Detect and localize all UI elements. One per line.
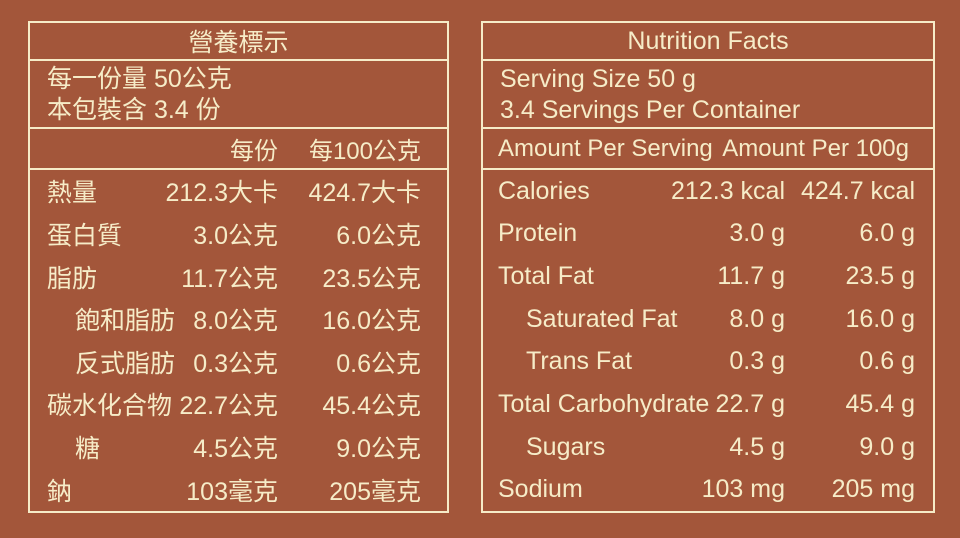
nutrient-row: 飽和脂肪 8.0公克 16.0公克	[30, 298, 447, 341]
nutrient-value-per-100g: 45.4公克	[322, 392, 421, 421]
nutrient-value-per-serving: 0.3 g	[729, 347, 785, 376]
nutrient-row: Saturated Fat 8.0 g 16.0 g	[483, 298, 933, 341]
column-header-per-serving-zh: 每份	[230, 138, 278, 165]
nutrient-value-per-100g: 23.5 g	[845, 262, 915, 291]
nutrient-label: Total Fat	[498, 262, 594, 291]
column-header-per-100g-en: Amount Per 100g	[722, 134, 909, 162]
nutrition-label-en-panel: Nutrition Facts Serving Size 50 g 3.4 Se…	[481, 21, 935, 513]
nutrient-value-per-serving: 212.3 kcal	[671, 176, 785, 205]
nutrient-value-per-serving: 212.3大卡	[165, 179, 278, 208]
column-headers-en: Amount Per Serving Amount Per 100g	[483, 129, 933, 170]
nutrient-value-per-100g: 424.7 kcal	[801, 176, 915, 205]
nutrient-row: 反式脂肪 0.3公克 0.6公克	[30, 341, 447, 384]
nutrient-label: 碳水化合物	[47, 392, 173, 421]
nutrient-label: 脂肪	[47, 264, 98, 293]
serving-size-line-en: Serving Size 50 g	[500, 65, 696, 93]
nutrient-value-per-100g: 23.5公克	[322, 264, 421, 293]
nutrient-row: 糖 4.5公克 9.0公克	[30, 426, 447, 469]
nutrient-row: Calories 212.3 kcal 424.7 kcal	[483, 170, 933, 213]
nutrient-value-per-serving: 3.0公克	[193, 221, 278, 250]
panel-title-en: Nutrition Facts	[483, 23, 933, 61]
nutrient-label: Trans Fat	[526, 347, 633, 376]
nutrient-value-per-100g: 424.7大卡	[308, 179, 421, 208]
nutrient-label: Sodium	[498, 475, 583, 504]
nutrient-value-per-serving: 8.0 g	[729, 304, 785, 333]
nutrient-table-zh: 熱量 212.3大卡 424.7大卡 蛋白質 3.0公克 6.0公克 脂肪 11…	[30, 170, 447, 511]
nutrient-label: 飽和脂肪	[75, 307, 176, 336]
nutrient-label: 反式脂肪	[75, 349, 176, 378]
nutrient-row: Protein 3.0 g 6.0 g	[483, 213, 933, 256]
column-header-per-serving-en: Amount Per Serving	[498, 134, 713, 162]
serving-info-zh: 每一份量 50公克 本包裝含 3.4 份	[30, 61, 447, 129]
nutrient-value-per-serving: 11.7公克	[181, 264, 278, 293]
nutrient-row: 蛋白質 3.0公克 6.0公克	[30, 213, 447, 256]
servings-per-container-line-en: 3.4 Servings Per Container	[500, 96, 801, 124]
nutrient-value-per-100g: 0.6 g	[859, 347, 915, 376]
column-header-per-100g-zh: 每100公克	[308, 138, 421, 165]
nutrient-label: 鈉	[47, 477, 73, 506]
nutrient-label: Total Carbohydrate	[498, 389, 710, 418]
nutrient-value-per-serving: 4.5公克	[193, 435, 278, 464]
nutrition-label-zh-panel: 營養標示 每一份量 50公克 本包裝含 3.4 份 每份 每100公克 熱量 2…	[28, 21, 449, 513]
nutrient-value-per-100g: 45.4 g	[845, 389, 915, 418]
column-headers-zh: 每份 每100公克	[30, 129, 447, 170]
nutrient-row: Total Fat 11.7 g 23.5 g	[483, 255, 933, 298]
nutrient-row: 脂肪 11.7公克 23.5公克	[30, 255, 447, 298]
serving-size-line-zh: 每一份量 50公克	[47, 65, 232, 93]
nutrient-label: 熱量	[47, 179, 98, 208]
nutrient-value-per-serving: 22.7公克	[179, 392, 278, 421]
nutrient-value-per-serving: 103 mg	[701, 475, 785, 504]
nutrient-value-per-100g: 9.0公克	[336, 435, 421, 464]
nutrient-value-per-serving: 22.7 g	[715, 389, 785, 418]
nutrient-value-per-100g: 16.0 g	[845, 304, 915, 333]
serving-info-en: Serving Size 50 g 3.4 Servings Per Conta…	[483, 61, 933, 129]
nutrient-row: Sodium 103 mg 205 mg	[483, 468, 933, 511]
nutrient-label: Calories	[498, 176, 590, 205]
servings-per-container-line-zh: 本包裝含 3.4 份	[47, 96, 221, 124]
nutrient-label: 糖	[75, 435, 101, 464]
nutrient-value-per-serving: 3.0 g	[729, 219, 785, 248]
nutrient-value-per-100g: 9.0 g	[859, 432, 915, 461]
nutrient-row: 熱量 212.3大卡 424.7大卡	[30, 170, 447, 213]
nutrient-value-per-serving: 8.0公克	[193, 307, 278, 336]
nutrient-value-per-100g: 6.0公克	[336, 221, 421, 250]
nutrient-value-per-100g: 16.0公克	[322, 307, 421, 336]
nutrient-row: Sugars 4.5 g 9.0 g	[483, 426, 933, 469]
nutrient-label: Protein	[498, 219, 578, 248]
nutrient-label: Saturated Fat	[526, 304, 678, 333]
nutrient-value-per-100g: 205 mg	[831, 475, 915, 504]
nutrient-row: Total Carbohydrate 22.7 g 45.4 g	[483, 383, 933, 426]
nutrient-label: Sugars	[526, 432, 606, 461]
nutrient-table-en: Calories 212.3 kcal 424.7 kcal Protein 3…	[483, 170, 933, 511]
nutrient-value-per-100g: 205毫克	[329, 477, 421, 506]
nutrient-label: 蛋白質	[47, 221, 123, 250]
nutrient-row: 碳水化合物 22.7公克 45.4公克	[30, 383, 447, 426]
panel-title-zh: 營養標示	[30, 23, 447, 61]
nutrient-value-per-serving: 103毫克	[186, 477, 278, 506]
nutrient-value-per-100g: 6.0 g	[859, 219, 915, 248]
nutrient-value-per-serving: 11.7 g	[717, 262, 785, 291]
nutrient-value-per-serving: 0.3公克	[193, 349, 278, 378]
nutrient-row: Trans Fat 0.3 g 0.6 g	[483, 341, 933, 384]
nutrient-value-per-serving: 4.5 g	[729, 432, 785, 461]
nutrient-row: 鈉 103毫克 205毫克	[30, 468, 447, 511]
nutrient-value-per-100g: 0.6公克	[336, 349, 421, 378]
